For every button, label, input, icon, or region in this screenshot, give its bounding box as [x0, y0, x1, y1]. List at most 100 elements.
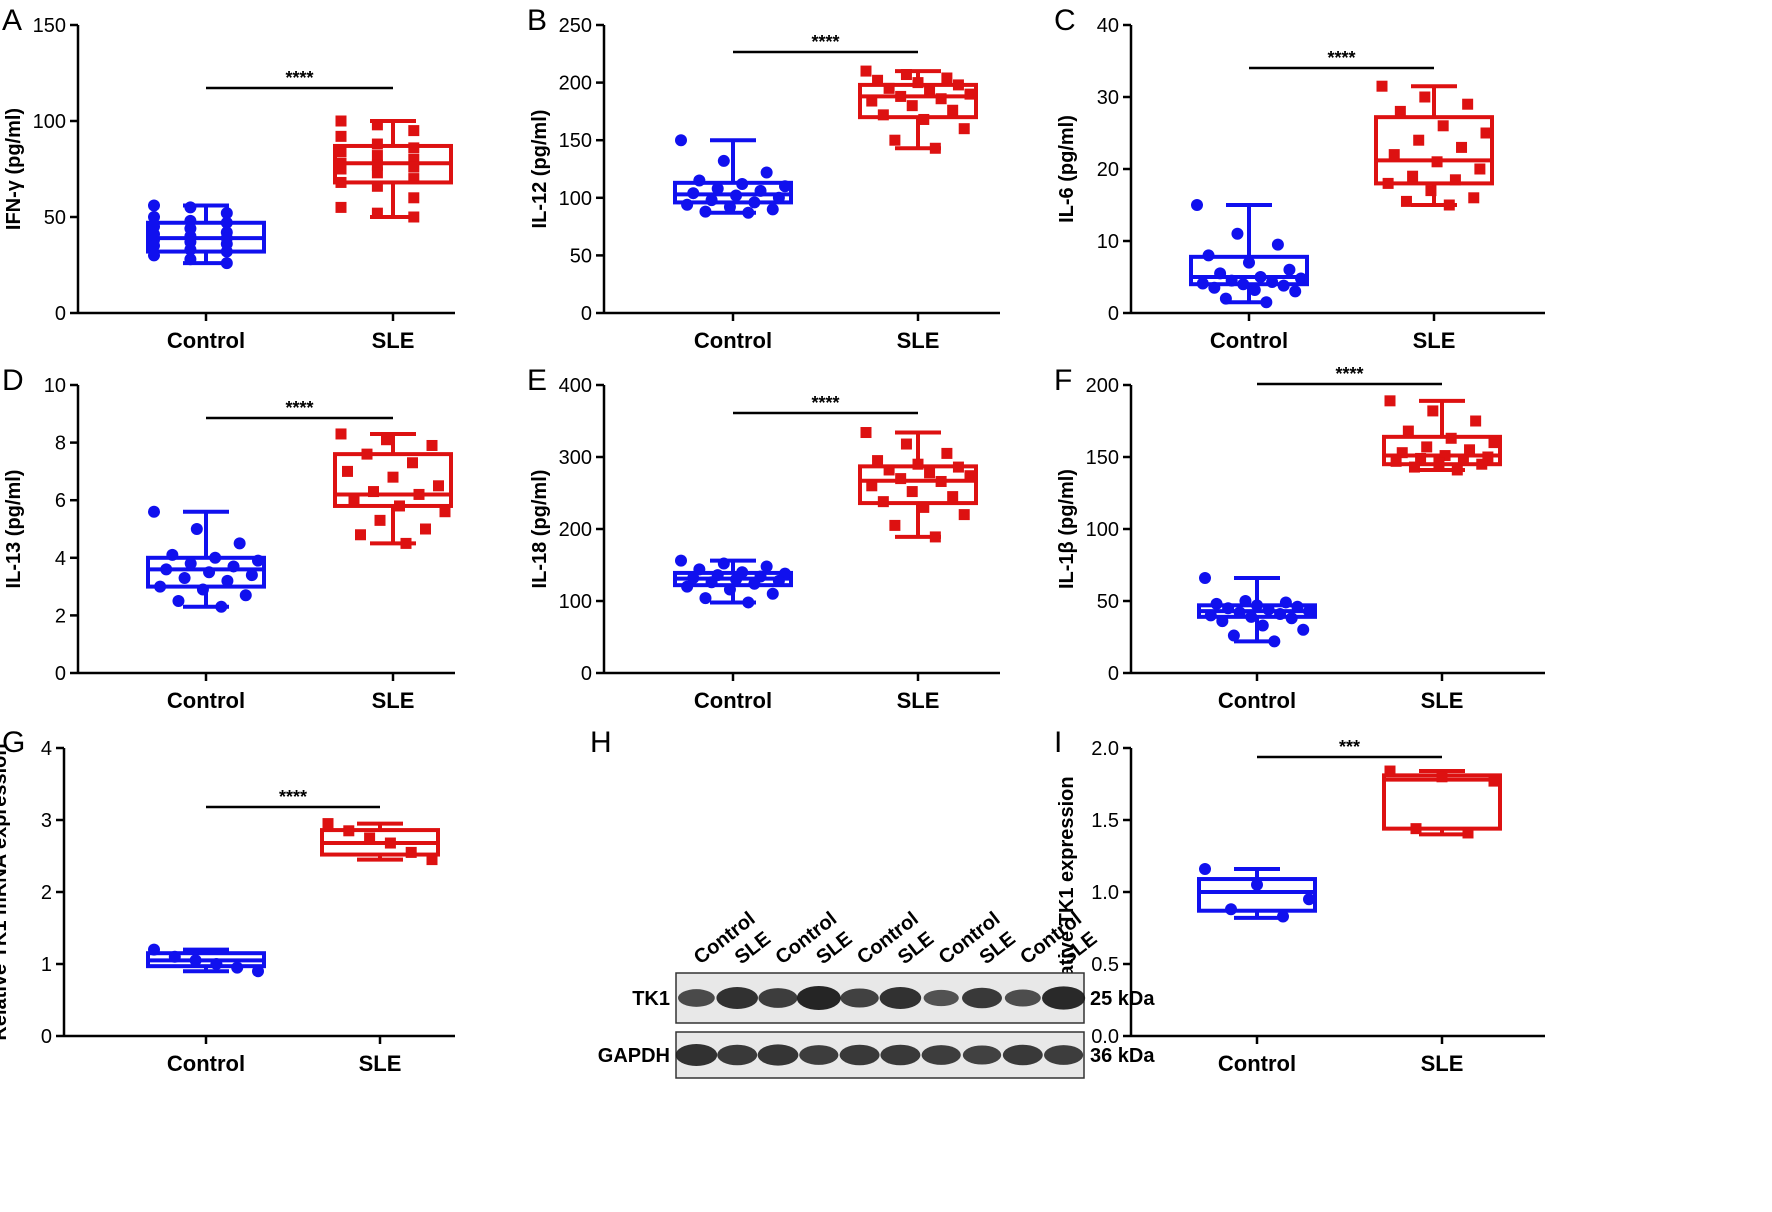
data-point [227, 560, 240, 573]
data-point [675, 134, 687, 147]
data-point [1427, 405, 1439, 417]
data-point [760, 560, 773, 573]
series-control [673, 554, 793, 609]
data-point [148, 943, 160, 956]
data-point [918, 501, 930, 513]
data-point [1254, 271, 1267, 283]
significance-stars: **** [811, 393, 839, 413]
data-point [361, 448, 373, 460]
panel-letter: I [1054, 726, 1062, 759]
data-point [1262, 603, 1275, 616]
data-point [407, 457, 418, 469]
data-point [766, 203, 779, 216]
significance-stars: **** [811, 32, 839, 52]
series-control [146, 505, 266, 613]
data-point [895, 90, 907, 102]
data-point [889, 519, 901, 531]
data-point [1295, 272, 1307, 285]
y-axis-label: IL-18 (pg/ml) [529, 470, 551, 589]
y-tick-label: 200 [1086, 375, 1119, 397]
data-point [335, 201, 347, 213]
data-point [958, 509, 970, 521]
data-point [1436, 771, 1448, 783]
blot-band [1002, 1044, 1043, 1066]
data-point [742, 206, 755, 219]
data-point [681, 580, 694, 593]
data-point [252, 554, 264, 567]
panel-G: G 0 1 2 3 4 Relative TK1 mRNA expression Contro… [0, 726, 455, 1076]
data-point [754, 184, 767, 197]
data-point [1390, 455, 1402, 467]
data-point [1289, 285, 1302, 298]
y-tick-label: 50 [570, 245, 592, 267]
data-point [1480, 127, 1492, 139]
significance-stars: **** [285, 398, 313, 418]
series-sle [1382, 765, 1502, 839]
data-point [1303, 605, 1315, 618]
data-point [906, 100, 918, 112]
data-point [184, 201, 197, 214]
data-point [1199, 862, 1211, 875]
data-point [929, 531, 941, 543]
y-tick-label: 100 [33, 111, 66, 133]
data-point [148, 505, 160, 518]
data-point [699, 205, 712, 218]
data-point [717, 557, 730, 570]
data-point [693, 563, 706, 576]
y-tick-label: 8 [55, 433, 66, 455]
y-tick-label: 0 [55, 303, 66, 325]
data-point [860, 427, 872, 439]
data-point [220, 216, 233, 229]
y-axis-label: IL-12 (pg/ml) [529, 110, 551, 229]
y-tick-label: 30 [1097, 87, 1119, 109]
data-point [964, 470, 976, 482]
data-point [1421, 441, 1433, 453]
data-point [1231, 227, 1244, 240]
data-point [1433, 457, 1445, 469]
blot-band [717, 1044, 758, 1066]
data-point [705, 576, 718, 589]
data-point [168, 950, 181, 963]
data-point [1425, 185, 1437, 197]
y-tick-label: 0 [41, 1026, 52, 1048]
data-point [1233, 606, 1246, 619]
data-point [408, 161, 420, 173]
panel-A: A 0 50 100 150 IFN-γ (pg/ml) Control SLE **** [2, 4, 455, 353]
data-point [1256, 619, 1269, 632]
data-point [935, 93, 947, 105]
data-point [335, 157, 347, 169]
panel-letter: H [590, 726, 612, 759]
panel-F: F 0 50 100 150 200 IL-1β (pg/ml) Control SLE **** [1054, 364, 1545, 713]
data-point [1400, 195, 1412, 207]
y-tick-label: 2 [41, 882, 52, 904]
iqr-box [1374, 115, 1494, 186]
data-point [1488, 437, 1500, 449]
panel-letter: D [2, 364, 24, 397]
y-tick-label: 10 [1097, 231, 1119, 253]
series-control [146, 199, 266, 270]
data-point [1251, 599, 1263, 612]
data-point [160, 563, 173, 576]
data-point [371, 207, 383, 219]
data-point [184, 557, 197, 570]
x-tick-label: SLE [372, 688, 415, 713]
data-point [1216, 615, 1229, 628]
y-tick-label: 0 [581, 303, 592, 325]
data-point [900, 69, 912, 81]
data-point [190, 523, 203, 535]
data-point [420, 523, 431, 535]
y-tick-label: 1.0 [1091, 882, 1119, 904]
data-point [705, 194, 718, 207]
data-point [172, 595, 185, 607]
data-point [148, 239, 160, 252]
panel-letter: F [1054, 364, 1072, 397]
data-point [239, 589, 252, 602]
data-point [952, 461, 964, 473]
data-point [860, 65, 872, 77]
significance-stars: *** [1339, 737, 1360, 757]
data-point [912, 458, 924, 470]
data-point [209, 551, 222, 564]
data-point [681, 198, 694, 211]
data-point [189, 954, 202, 967]
data-point [1445, 432, 1457, 444]
